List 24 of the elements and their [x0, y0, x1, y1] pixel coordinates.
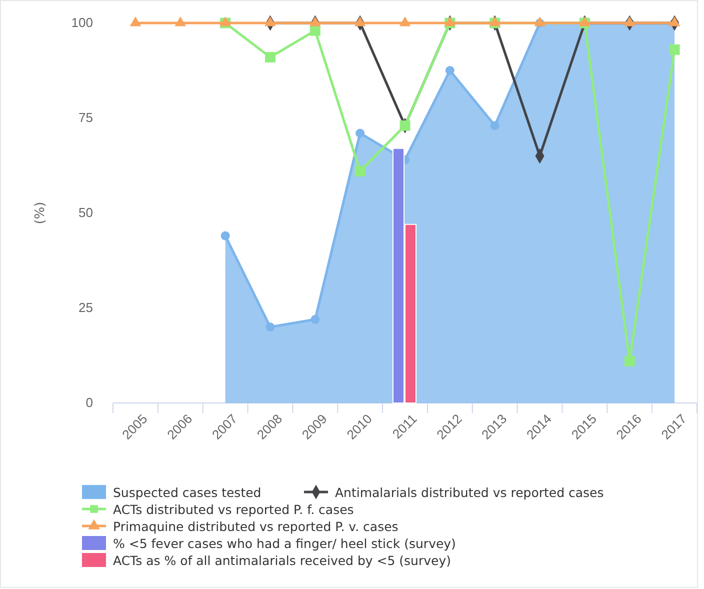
legend-label: Antimalarials distributed vs reported cases [335, 485, 604, 500]
point [400, 120, 410, 131]
point [264, 52, 276, 62]
y-tick-label: 100 [71, 15, 93, 30]
point [445, 66, 454, 75]
y-tick-label: 25 [78, 300, 93, 316]
point [354, 166, 366, 176]
legend-label: ACTs as % of all antimalarials received by <5 (survey) [113, 553, 451, 568]
point [669, 44, 680, 55]
point [490, 121, 500, 130]
point [266, 322, 275, 332]
legend-label: Suspected cases tested [113, 485, 262, 500]
point [624, 356, 635, 366]
legend-label: ACTs distributed vs reported P. f. cases [113, 502, 354, 517]
y-tick-label: 0 [86, 395, 93, 410]
legend-label: Primaquine distributed vs reported P. v. cases [113, 519, 398, 534]
y-tick-label: 75 [78, 110, 93, 126]
point [310, 25, 320, 36]
legend-label: % <5 fever cases who had a finger/ heel stick (survey) [113, 536, 456, 551]
y-tick-label: 50 [78, 205, 93, 220]
point [310, 314, 320, 324]
y-axis-title: (%) [33, 202, 48, 224]
point [220, 231, 230, 240]
point [356, 128, 365, 138]
